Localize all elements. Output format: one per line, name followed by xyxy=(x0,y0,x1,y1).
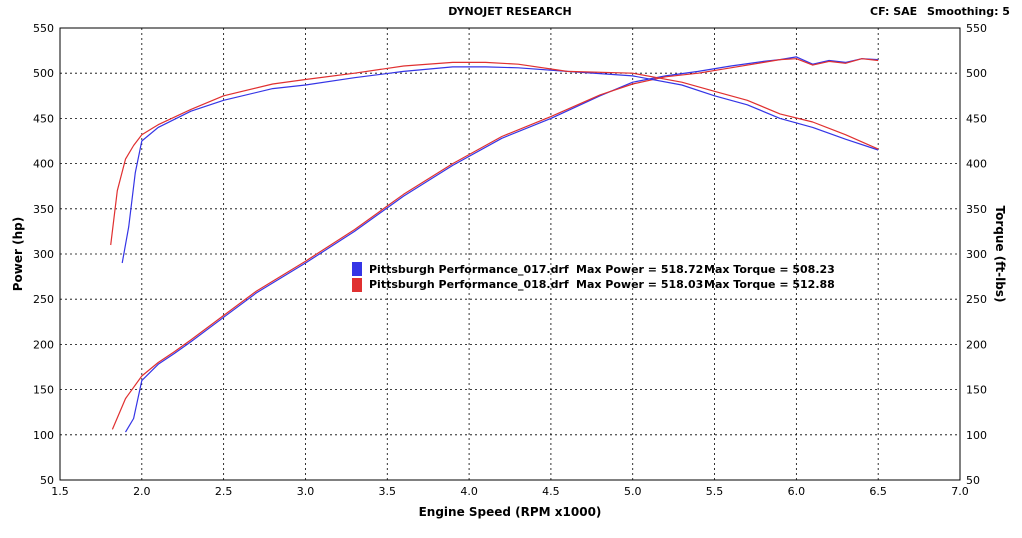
y-tick-label-right: 150 xyxy=(966,384,987,397)
y-tick-label-right: 200 xyxy=(966,338,987,351)
series-line-torque-2 xyxy=(121,66,879,264)
y-tick-label-left: 150 xyxy=(33,384,54,397)
legend-swatch-017 xyxy=(352,262,362,276)
legend-torque-018: Max Torque = 512.88 xyxy=(704,278,835,291)
y-tick-label-left: 350 xyxy=(33,203,54,216)
x-axis-label: Engine Speed (RPM x1000) xyxy=(419,505,602,519)
legend-power-018: Max Power = 518.03 xyxy=(576,278,703,291)
legend-swatch-018 xyxy=(352,278,362,292)
x-tick-labels: 1.5 2.0 2.5 3.0 3.5 4.0 4.5 5.0 5.5 6.0 6.5 7.0 xyxy=(51,485,969,498)
series-line-power-1 xyxy=(111,58,879,430)
smoothing-label: Smoothing: 5 xyxy=(927,5,1010,18)
y-tick-labels-right: 50 100 150 200 250 300 350 400 450 500 550 xyxy=(966,22,987,487)
legend-file-017: Pittsburgh Performance_017.drf xyxy=(369,263,569,276)
y-tick-label-left: 300 xyxy=(33,248,54,261)
legend: Pittsburgh Performance_017.drf Max Power… xyxy=(352,262,835,292)
y-tick-label-right: 450 xyxy=(966,112,987,125)
y-tick-label-right: 300 xyxy=(966,248,987,261)
legend-torque-017: Max Torque = 508.23 xyxy=(704,263,835,276)
x-tick-label: 5.0 xyxy=(624,485,642,498)
x-tick-label: 2.5 xyxy=(215,485,233,498)
y-tick-label-right: 500 xyxy=(966,67,987,80)
y-tick-label-left: 450 xyxy=(33,112,54,125)
y-tick-label-left: 400 xyxy=(33,158,54,171)
x-tick-label: 2.0 xyxy=(133,485,151,498)
x-tick-label: 4.5 xyxy=(542,485,560,498)
x-tick-label: 6.0 xyxy=(788,485,806,498)
y-tick-label-right: 400 xyxy=(966,158,987,171)
x-tick-label: 6.5 xyxy=(869,485,887,498)
y-tick-label-left: 250 xyxy=(33,293,54,306)
grid-lines xyxy=(60,28,960,480)
y-axis-label-left: Power (hp) xyxy=(11,217,25,291)
legend-power-017: Max Power = 518.72 xyxy=(576,263,703,276)
legend-file-018: Pittsburgh Performance_018.drf xyxy=(369,278,569,291)
x-tick-label: 3.0 xyxy=(297,485,315,498)
y-tick-label-left: 500 xyxy=(33,67,54,80)
y-tick-label-right: 50 xyxy=(966,474,980,487)
x-tick-label: 3.5 xyxy=(379,485,397,498)
y-tick-label-left: 200 xyxy=(33,338,54,351)
chart-title: DYNOJET RESEARCH xyxy=(448,5,571,18)
x-tick-label: 1.5 xyxy=(51,485,69,498)
y-tick-label-right: 100 xyxy=(966,429,987,442)
y-tick-label-left: 550 xyxy=(33,22,54,35)
x-tick-label: 5.5 xyxy=(706,485,724,498)
y-tick-label-left: 100 xyxy=(33,429,54,442)
y-tick-label-right: 250 xyxy=(966,293,987,306)
series-line-power-0 xyxy=(124,56,879,433)
series-layer xyxy=(110,56,879,433)
y-tick-label-right: 550 xyxy=(966,22,987,35)
cf-label: CF: SAE xyxy=(870,5,917,18)
y-tick-label-left: 50 xyxy=(40,474,54,487)
y-tick-labels-left: 50 100 150 200 250 300 350 400 450 500 550 xyxy=(33,22,54,487)
x-tick-label: 7.0 xyxy=(951,485,969,498)
y-axis-label-right: Torque (ft-lbs) xyxy=(993,206,1007,303)
series-line-torque-3 xyxy=(110,61,879,246)
y-tick-label-right: 350 xyxy=(966,203,987,216)
x-tick-label: 4.0 xyxy=(460,485,478,498)
